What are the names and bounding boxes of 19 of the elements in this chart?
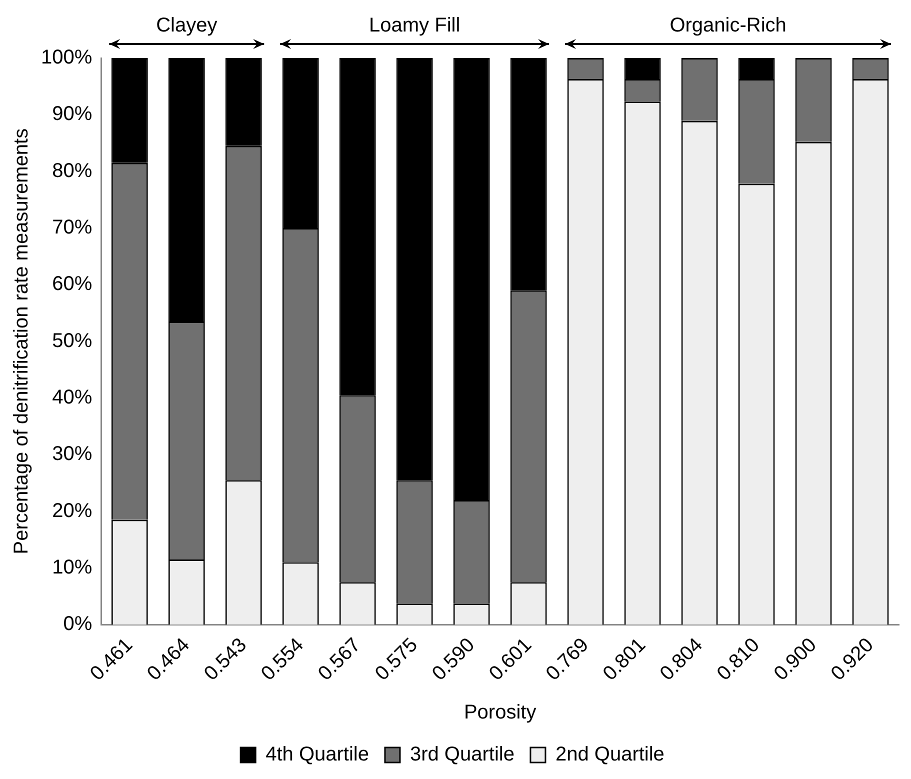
text: Organic-Rich [670,14,786,37]
y-tick-label: 0% [63,613,92,636]
y-tick-label: 20% [52,500,92,522]
legend-label: 4th Quartile [266,744,369,766]
y-tick-label: 70% [52,216,92,239]
y-tick-label: 10% [52,556,92,578]
y-tick-label: 100% [40,46,92,69]
y-tick-label: 30% [52,443,92,466]
y-tick-label: 60% [52,273,92,296]
y-tick-label: 50% [52,330,92,352]
x-axis-title: Porosity [464,702,536,724]
y-tick-label: 90% [52,103,92,126]
legend-label: 3rd Quartile [410,744,514,766]
y-axis-title: Percentage of denitrification rate measurements [10,128,33,554]
y-tick-label: 40% [52,386,92,408]
y-tick-label: 80% [52,160,92,182]
legend-label: 2nd Quartile [555,744,664,766]
text: Loamy Fill [369,14,460,37]
text: Clayey [156,14,218,37]
